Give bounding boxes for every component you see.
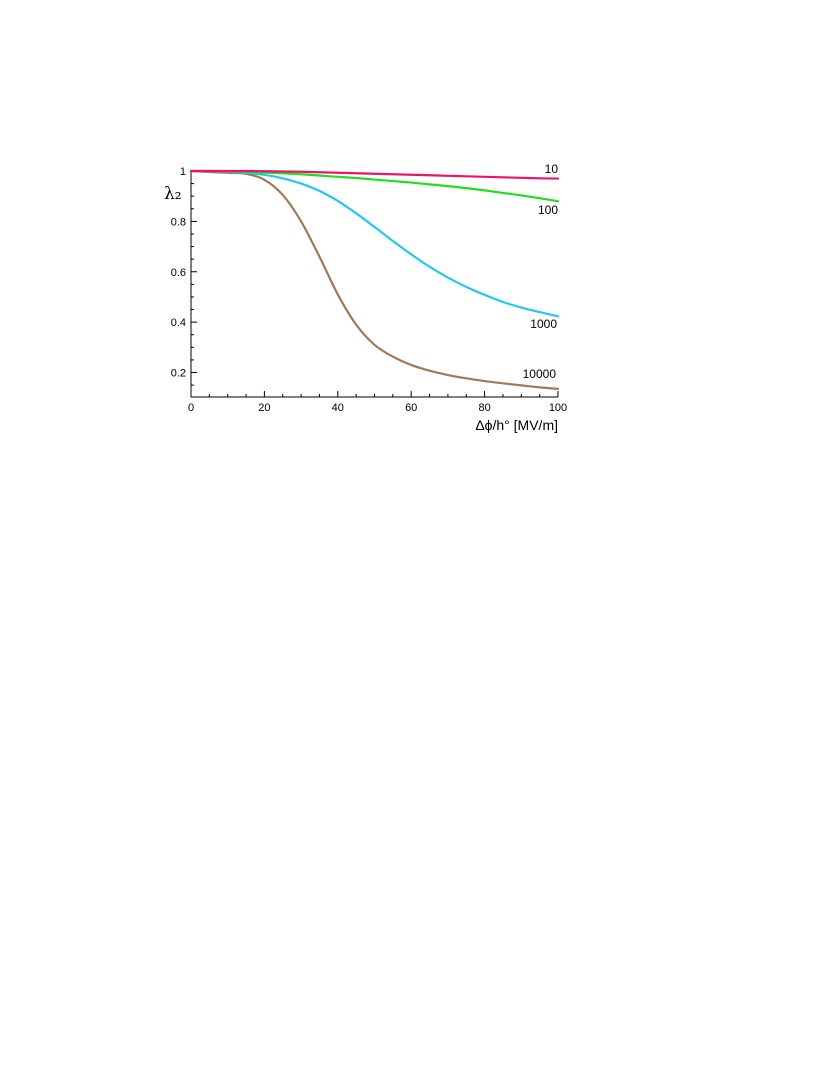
x-tick-label: 40 [332, 402, 344, 414]
x-tick-label: 0 [188, 402, 194, 414]
x-tick-label: 80 [478, 402, 490, 414]
y-tick-label: 0.8 [171, 216, 186, 228]
x-tick-label: 100 [549, 402, 567, 414]
series-line-10 [189, 169, 560, 180]
y-tick-label: 0.4 [171, 317, 186, 329]
series-lines [189, 169, 560, 390]
x-tick-label: 20 [258, 402, 270, 414]
y-tick-label: 1 [180, 166, 186, 178]
series-label-1000: 1000 [530, 317, 557, 331]
series-line-100 [189, 169, 560, 203]
series-label-10000: 10000 [523, 367, 557, 381]
series-line-1000 [189, 169, 560, 318]
x-axis-label: Δϕ/h° [MV/m] [475, 417, 558, 433]
axes [190, 171, 558, 398]
x-tick-label: 60 [405, 402, 417, 414]
series-label-100: 100 [538, 203, 558, 217]
y-tick-label: 0.2 [171, 368, 186, 380]
y-ticks: 0.2 0.4 0.6 0.8 1 [171, 166, 197, 386]
y-axis-label: λ₂ [164, 184, 182, 204]
y-tick-label: 0.6 [171, 267, 186, 279]
series-labels: 10 100 1000 10000 [523, 162, 559, 381]
x-ticks: 0 20 40 60 80 100 [188, 391, 567, 414]
series-line-10000 [189, 169, 560, 390]
series-label-10: 10 [545, 162, 559, 176]
